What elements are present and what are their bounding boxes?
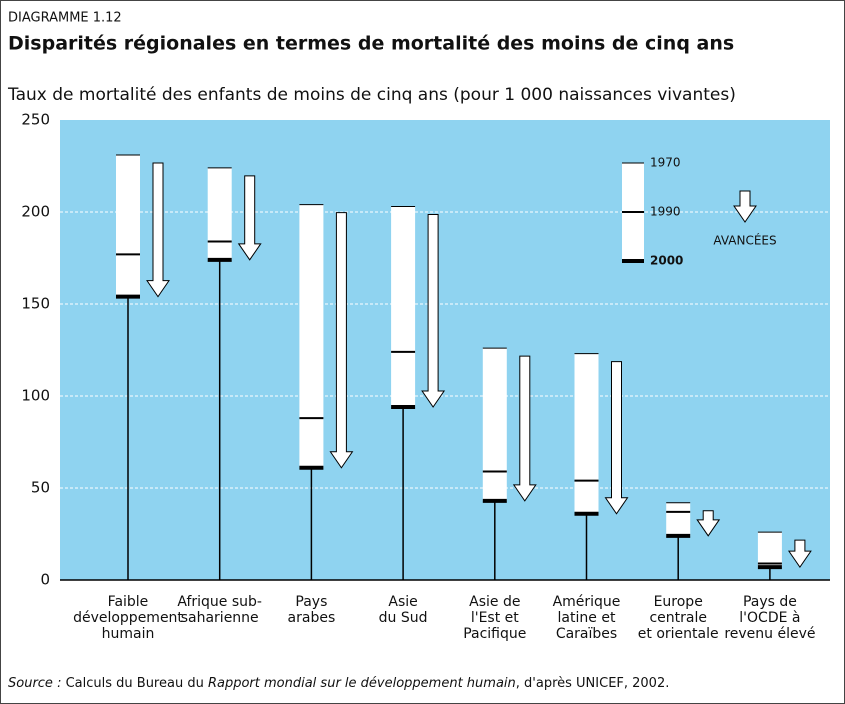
source-label: Source : — [8, 676, 62, 691]
range-bar — [116, 154, 140, 297]
x-tick-label: Asie de l'Est et Pacifique — [463, 594, 526, 642]
source-text: , d'après UNICEF, 2002. — [515, 676, 670, 691]
y-tick-label: 0 — [40, 571, 50, 589]
legend-arrow — [733, 190, 757, 223]
x-tick-label: Faible développement humain — [73, 594, 183, 642]
progress-arrow — [329, 212, 354, 469]
y-tick-label: 150 — [21, 295, 50, 313]
x-tick-label: Amérique latine et Caraïbes — [553, 594, 621, 642]
legend-label: 1990 — [650, 205, 681, 219]
x-tick-label: Asie du Sud — [379, 594, 428, 626]
x-tick-label: Pays de l'OCDE à revenu élevé — [724, 594, 815, 642]
range-bar — [391, 206, 416, 408]
y-tick-label: 100 — [21, 387, 50, 405]
x-tick-label: Europe centrale et orientale — [638, 594, 719, 642]
range-bar — [757, 532, 782, 568]
x-tick-label: Afrique sub-saharienne — [177, 594, 262, 626]
range-bar — [574, 353, 599, 514]
progress-arrow — [604, 361, 629, 515]
progress-arrow — [146, 162, 170, 298]
source-note: Source : Calculs du Bureau du Rapport mo… — [8, 676, 669, 691]
x-tick-label: Pays arabes — [288, 594, 336, 626]
y-tick-label: 50 — [31, 479, 50, 497]
source-text: Calculs du Bureau du — [65, 676, 204, 691]
range-bar — [482, 348, 507, 501]
legend-label: 2000 — [650, 254, 683, 268]
progress-arrow — [696, 510, 721, 537]
range-bar — [666, 502, 691, 536]
range-bar — [299, 204, 324, 468]
progress-arrow — [237, 175, 262, 261]
legend-arrow-label: AVANCÉES — [713, 233, 776, 248]
y-tick-label: 250 — [21, 111, 50, 129]
chart-subtitle: Taux de mortalité des enfants de moins d… — [7, 85, 736, 105]
plot-area — [60, 120, 830, 580]
progress-arrow — [512, 355, 537, 502]
figure-label: DIAGRAMME 1.12 — [8, 11, 122, 26]
source-title: Rapport mondial sur le développement hum… — [207, 676, 516, 691]
range-bar — [207, 167, 232, 260]
y-tick-label: 200 — [21, 203, 50, 221]
legend-label: 1970 — [650, 156, 681, 170]
chart-title: Disparités régionales en termes de morta… — [8, 33, 734, 55]
progress-arrow — [787, 539, 812, 569]
progress-arrow — [421, 213, 446, 408]
